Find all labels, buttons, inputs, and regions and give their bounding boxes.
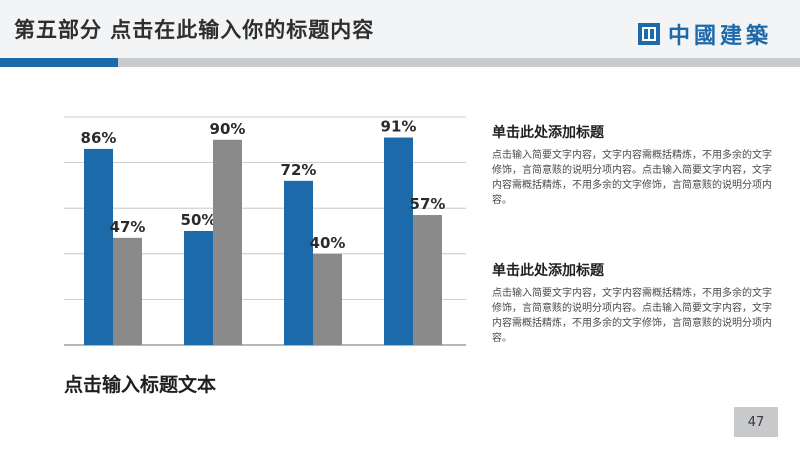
bottom-title: 点击输入标题文本 [64, 374, 217, 396]
data-label: 50% [181, 211, 217, 229]
bar-blue [184, 231, 213, 345]
data-label: 57% [410, 195, 446, 213]
bar-gray [213, 139, 242, 345]
data-label: 47% [110, 218, 146, 236]
brand-logo: 中國建築 [637, 18, 772, 50]
brand-logo-icon [637, 23, 660, 45]
text-block-body: 点击输入简要文字内容，文字内容需概括精炼，不用多余的文字修饰，言简意赅的说明分项… [492, 288, 772, 344]
text-block-2: 单击此处添加标题 点击输入简要文字内容，文字内容需概括精炼，不用多余的文字修饰，… [492, 260, 772, 346]
text-block-heading: 单击此处添加标题 [492, 125, 604, 141]
text-block-body: 点击输入简要文字内容，文字内容需概括精炼，不用多余的文字修饰，言简意赅的说明分项… [492, 150, 772, 206]
bar-gray [313, 253, 342, 345]
bar-blue [284, 180, 313, 345]
data-label: 86% [81, 129, 117, 147]
page-title: 第五部分 点击在此输入你的标题内容 [14, 18, 375, 42]
header-divider-bar [118, 58, 800, 67]
text-block-1: 单击此处添加标题 点击输入简要文字内容，文字内容需概括精炼，不用多余的文字修饰，… [492, 122, 772, 208]
data-label: 90% [210, 120, 246, 138]
data-label: 91% [381, 118, 417, 136]
brand-logo-text: 中國建築 [667, 24, 772, 49]
bar-gray [113, 237, 142, 345]
page-number: 47 [734, 407, 778, 437]
bar-gray [413, 215, 442, 345]
text-block-heading: 单击此处添加标题 [492, 263, 604, 279]
bar-blue [384, 137, 413, 345]
data-label: 72% [281, 161, 317, 179]
header-accent-bar [0, 58, 118, 67]
bar-blue [84, 148, 113, 345]
header-area: 第五部分 点击在此输入你的标题内容 中國建築 [0, 0, 800, 70]
data-label: 40% [310, 234, 346, 252]
